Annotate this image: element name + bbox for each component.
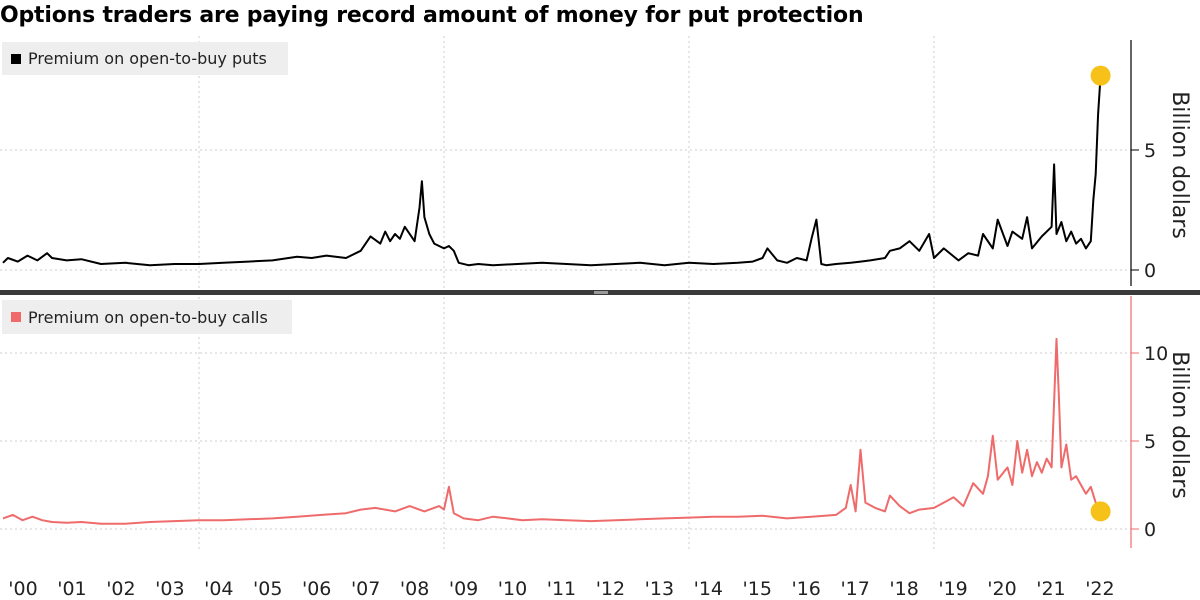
x-axis-year-label: '06: [302, 578, 331, 600]
x-axis-year-label: '08: [400, 578, 429, 600]
y-tick-label: 0: [1144, 260, 1156, 282]
x-axis-year-label: '22: [1085, 578, 1114, 600]
x-axis-year-label: '15: [743, 578, 772, 600]
x-axis-year-label: '21: [1036, 578, 1065, 600]
x-axis-year-label: '11: [547, 578, 576, 600]
x-axis-year-label: '10: [498, 578, 527, 600]
puts-y-ticks: 05: [1131, 140, 1156, 282]
calls-legend-swatch: [11, 312, 21, 322]
y-tick-label: 10: [1144, 343, 1168, 365]
x-axis-year-label: '17: [840, 578, 869, 600]
puts-horizontal-gridlines: [0, 149, 1131, 271]
calls-latest-point-marker: [1090, 501, 1111, 522]
panel-divider-handle: [594, 291, 608, 294]
puts-legend-swatch: [11, 54, 21, 64]
x-axis-year-label: '12: [596, 578, 625, 600]
x-axis-year-label: '19: [938, 578, 967, 600]
x-axis-year-label: '14: [694, 578, 723, 600]
x-axis-year-label: '09: [449, 578, 478, 600]
x-axis-year-label: '07: [351, 578, 380, 600]
calls-panel: Premium on open-to-buy calls 0 5 10 Billio…: [0, 296, 1192, 548]
y-tick-label: 5: [1144, 431, 1156, 453]
calls-legend: [2, 300, 292, 334]
puts-legend: [2, 42, 288, 75]
x-axis-year-label: '04: [204, 578, 233, 600]
calls-legend-label: Premium on open-to-buy calls: [28, 308, 268, 327]
x-axis-year-label: '01: [57, 578, 86, 600]
x-axis-year-label: '03: [155, 578, 184, 600]
puts-latest-point-marker: [1090, 65, 1111, 86]
x-axis-labels: '00 '01 '02 '03 '04 '05 '06 '07 '08 '09 '10 '11 '12 '…: [8, 578, 1114, 600]
puts-panel: Premium on open-to-buy puts 05 Billion d…: [0, 40, 1192, 286]
y-tick-label: 0: [1144, 519, 1156, 541]
calls-series-line: [2, 337, 1102, 525]
y-tick-label: 5: [1144, 140, 1156, 162]
calls-horizontal-gridlines: [0, 352, 1131, 530]
puts-series-line: [2, 75, 1102, 267]
calls-y-axis-title: Billion dollars: [1167, 351, 1192, 499]
x-axis-year-label: '00: [8, 578, 37, 600]
chart-title: Options traders are paying record amount…: [0, 3, 864, 28]
x-axis-year-label: '18: [889, 578, 918, 600]
puts-legend-label: Premium on open-to-buy puts: [28, 49, 267, 68]
x-axis-year-label: '20: [987, 578, 1016, 600]
puts-y-axis-title: Billion dollars: [1167, 91, 1192, 239]
x-axis-year-label: '16: [791, 578, 820, 600]
calls-y-ticks: 0 5 10: [1131, 343, 1168, 541]
x-axis-year-label: '05: [253, 578, 282, 600]
x-axis-year-label: '02: [106, 578, 135, 600]
x-axis-year-label: '13: [645, 578, 674, 600]
